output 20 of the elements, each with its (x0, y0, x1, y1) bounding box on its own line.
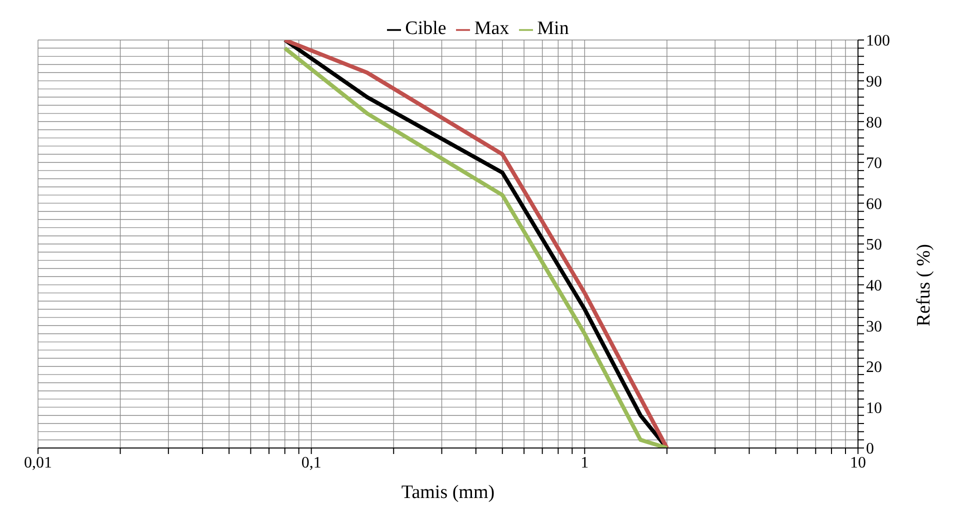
y-tick-label: 100 (866, 32, 890, 50)
legend-label: Cible (405, 18, 446, 39)
legend-label: Min (537, 18, 569, 39)
y-tick-label: 80 (866, 114, 882, 132)
y-tick-label: 40 (866, 277, 882, 294)
y-axis-title: Refus ( %) (914, 244, 935, 326)
legend-label: Max (474, 18, 510, 39)
y-tick-label: 70 (866, 155, 882, 172)
y-tick-label: 10 (866, 400, 882, 417)
y-tick-label: 50 (866, 236, 882, 254)
y-tick-label: 90 (866, 73, 882, 90)
x-tick-label: 10 (850, 454, 866, 472)
x-tick-label: 0,01 (24, 454, 52, 472)
x-tick-label: 1 (580, 454, 589, 472)
x-tick-label: 0,1 (301, 454, 322, 472)
y-tick-label: 30 (866, 318, 882, 336)
x-axis-title: Tamis (mm) (401, 482, 495, 503)
y-tick-label: 60 (866, 196, 882, 213)
y-tick-label: 0 (866, 440, 874, 458)
y-tick-label: 20 (866, 359, 882, 376)
